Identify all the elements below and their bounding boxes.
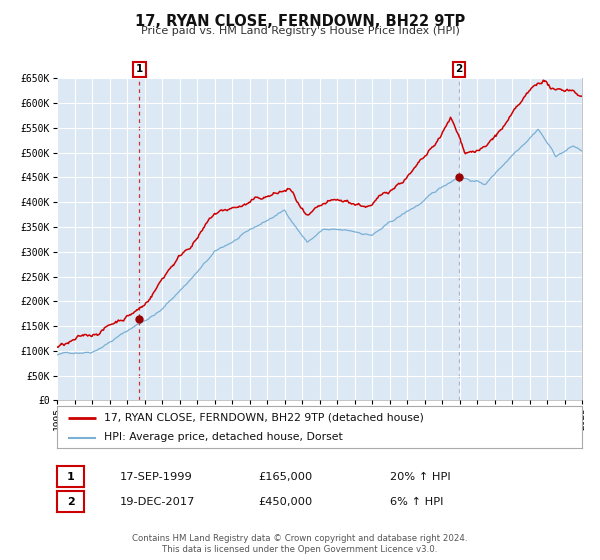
Text: Contains HM Land Registry data © Crown copyright and database right 2024.: Contains HM Land Registry data © Crown c… (132, 534, 468, 543)
Text: 6% ↑ HPI: 6% ↑ HPI (390, 497, 443, 507)
Text: Price paid vs. HM Land Registry's House Price Index (HPI): Price paid vs. HM Land Registry's House … (140, 26, 460, 36)
Text: £165,000: £165,000 (258, 472, 312, 482)
Text: £450,000: £450,000 (258, 497, 312, 507)
Text: 17, RYAN CLOSE, FERNDOWN, BH22 9TP (detached house): 17, RYAN CLOSE, FERNDOWN, BH22 9TP (deta… (104, 413, 424, 423)
Text: 1: 1 (67, 472, 74, 482)
Text: 2: 2 (67, 497, 74, 507)
Text: 1: 1 (136, 64, 143, 74)
Text: 19-DEC-2017: 19-DEC-2017 (120, 497, 196, 507)
Text: 17, RYAN CLOSE, FERNDOWN, BH22 9TP: 17, RYAN CLOSE, FERNDOWN, BH22 9TP (135, 14, 465, 29)
Text: 2: 2 (455, 64, 463, 74)
Text: HPI: Average price, detached house, Dorset: HPI: Average price, detached house, Dors… (104, 432, 343, 442)
Text: This data is licensed under the Open Government Licence v3.0.: This data is licensed under the Open Gov… (163, 545, 437, 554)
Text: 17-SEP-1999: 17-SEP-1999 (120, 472, 193, 482)
Text: 20% ↑ HPI: 20% ↑ HPI (390, 472, 451, 482)
